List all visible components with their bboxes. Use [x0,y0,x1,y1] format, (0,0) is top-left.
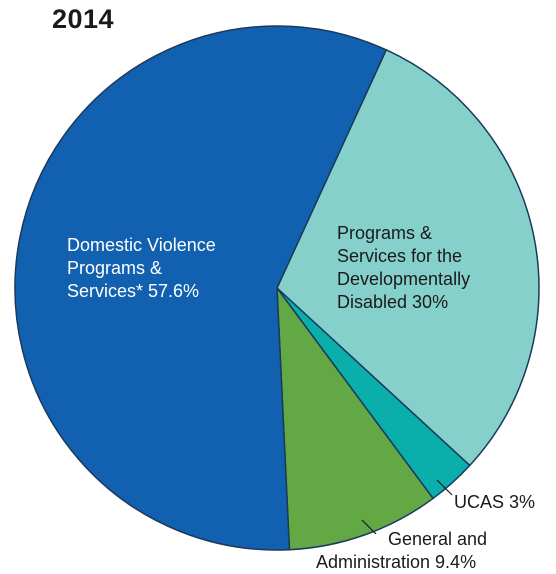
general-administration-slice [276,287,434,551]
pie-slices [14,25,540,551]
chart-title: 2014 [52,4,115,34]
developmentally-disabled-label: Programs & Services for the Developmenta… [337,223,471,312]
domestic-violence-label: Domestic Violence Programs & Services* 5… [67,235,216,301]
ucas-label: UCAS 3% [454,492,536,512]
general-administration-label: General and Administration 9.4% [316,529,488,572]
ucas-leader-line [436,479,453,496]
general-administration-leader-line [361,519,377,535]
developmentally-disabled-slice [276,49,540,467]
domestic-violence-slice [14,25,387,551]
leader-lines [361,479,453,535]
